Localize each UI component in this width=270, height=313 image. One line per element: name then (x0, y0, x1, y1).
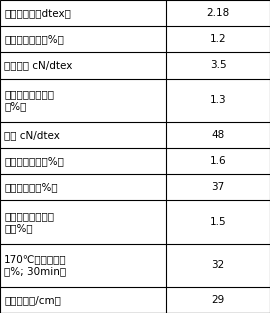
Text: 断裂强度 cN/dtex: 断裂强度 cN/dtex (4, 60, 72, 70)
Text: 2.18: 2.18 (206, 8, 230, 18)
Text: 断裂伸长率变异系: 断裂伸长率变异系 (4, 211, 54, 221)
Text: 32: 32 (211, 260, 225, 270)
Text: 170℃干热收缩率: 170℃干热收缩率 (4, 254, 67, 264)
Text: 断裂强度变异系数: 断裂强度变异系数 (4, 89, 54, 99)
Text: 断裂伸长率（%）: 断裂伸长率（%） (4, 182, 58, 192)
Text: 模量 cN/dtex: 模量 cN/dtex (4, 130, 60, 140)
Text: （%）: （%） (4, 101, 26, 111)
Text: 模量变异系数（%）: 模量变异系数（%） (4, 156, 64, 166)
Text: （%; 30min）: （%; 30min） (4, 266, 66, 276)
Text: 1.3: 1.3 (210, 95, 226, 105)
Text: 37: 37 (211, 182, 225, 192)
Text: 卷曲数（个/cm）: 卷曲数（个/cm） (4, 295, 61, 305)
Text: 1.2: 1.2 (210, 34, 226, 44)
Text: 48: 48 (211, 130, 225, 140)
Text: 29: 29 (211, 295, 225, 305)
Text: 1.6: 1.6 (210, 156, 226, 166)
Text: 1.5: 1.5 (210, 217, 226, 227)
Text: 数（%）: 数（%） (4, 223, 33, 233)
Text: 3.5: 3.5 (210, 60, 226, 70)
Text: 平均线密度（dtex）: 平均线密度（dtex） (4, 8, 71, 18)
Text: 线密度偏差率（%）: 线密度偏差率（%） (4, 34, 64, 44)
